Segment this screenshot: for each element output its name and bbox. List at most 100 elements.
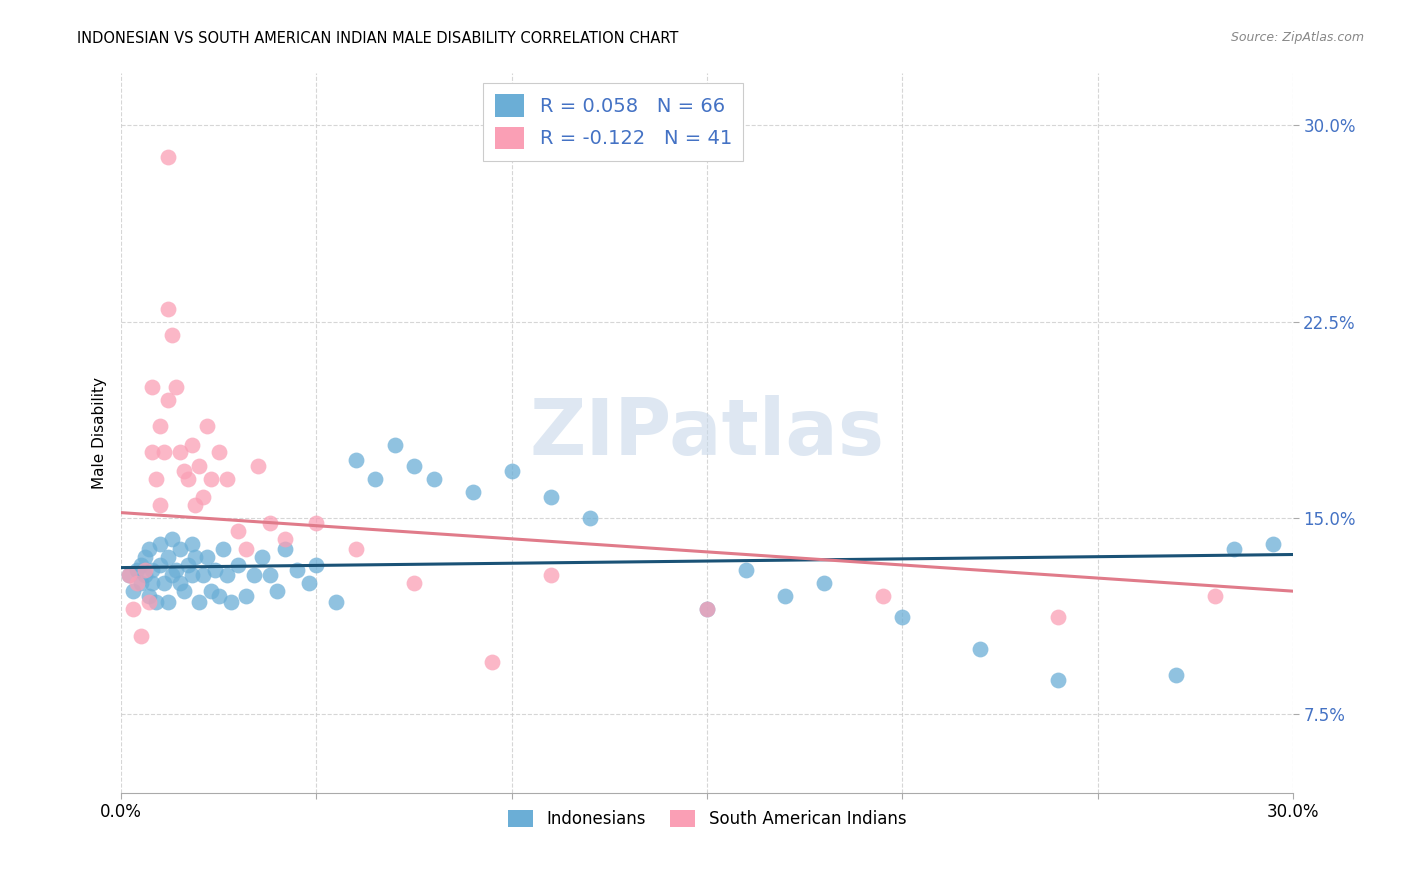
Point xyxy=(344,453,367,467)
Point xyxy=(211,542,233,557)
Point xyxy=(149,558,172,572)
Point xyxy=(579,511,602,525)
Point xyxy=(1047,610,1070,624)
Point xyxy=(160,532,183,546)
Point xyxy=(188,594,211,608)
Point xyxy=(195,419,218,434)
Point xyxy=(325,594,347,608)
Point xyxy=(173,464,195,478)
Point xyxy=(153,576,176,591)
Point xyxy=(169,576,191,591)
Point xyxy=(129,558,152,572)
Point xyxy=(215,568,238,582)
Point xyxy=(540,568,562,582)
Point xyxy=(184,498,207,512)
Text: Source: ZipAtlas.com: Source: ZipAtlas.com xyxy=(1230,31,1364,45)
Point xyxy=(208,445,231,459)
Point xyxy=(169,542,191,557)
Point xyxy=(173,584,195,599)
Point xyxy=(1047,673,1070,687)
Point xyxy=(735,563,758,577)
Point xyxy=(404,576,426,591)
Point xyxy=(125,563,148,577)
Point xyxy=(141,380,163,394)
Point xyxy=(176,472,198,486)
Point xyxy=(180,437,202,451)
Point xyxy=(204,563,226,577)
Point xyxy=(138,542,160,557)
Legend: Indonesians, South American Indians: Indonesians, South American Indians xyxy=(501,803,912,835)
Point xyxy=(696,602,718,616)
Point xyxy=(461,484,484,499)
Point xyxy=(696,602,718,616)
Point xyxy=(141,445,163,459)
Point xyxy=(195,550,218,565)
Point xyxy=(160,327,183,342)
Point xyxy=(243,568,266,582)
Point xyxy=(149,498,172,512)
Point xyxy=(122,584,145,599)
Point xyxy=(200,584,222,599)
Point xyxy=(422,472,444,486)
Text: INDONESIAN VS SOUTH AMERICAN INDIAN MALE DISABILITY CORRELATION CHART: INDONESIAN VS SOUTH AMERICAN INDIAN MALE… xyxy=(77,31,679,46)
Point xyxy=(188,458,211,473)
Point xyxy=(160,568,183,582)
Point xyxy=(157,393,180,408)
Point xyxy=(176,558,198,572)
Point xyxy=(891,610,914,624)
Point xyxy=(1263,537,1285,551)
Point xyxy=(266,584,288,599)
Point xyxy=(250,550,273,565)
Point xyxy=(193,568,215,582)
Point xyxy=(219,594,242,608)
Point xyxy=(228,524,250,538)
Point xyxy=(259,568,281,582)
Y-axis label: Male Disability: Male Disability xyxy=(93,376,107,489)
Point xyxy=(773,590,796,604)
Point xyxy=(404,458,426,473)
Point xyxy=(285,563,308,577)
Point xyxy=(1204,590,1226,604)
Point xyxy=(138,590,160,604)
Point xyxy=(157,301,180,316)
Point xyxy=(540,490,562,504)
Point xyxy=(145,594,167,608)
Point xyxy=(153,445,176,459)
Point xyxy=(259,516,281,530)
Point xyxy=(134,550,156,565)
Point xyxy=(149,537,172,551)
Point xyxy=(157,550,180,565)
Point xyxy=(501,464,523,478)
Point xyxy=(157,594,180,608)
Text: ZIPatlas: ZIPatlas xyxy=(530,395,884,471)
Point xyxy=(1164,668,1187,682)
Point xyxy=(872,590,894,604)
Point xyxy=(118,568,141,582)
Point xyxy=(165,563,187,577)
Point xyxy=(134,563,156,577)
Point xyxy=(149,419,172,434)
Point xyxy=(122,602,145,616)
Point xyxy=(344,542,367,557)
Point xyxy=(138,594,160,608)
Point xyxy=(969,641,991,656)
Point xyxy=(481,655,503,669)
Point xyxy=(235,542,257,557)
Point xyxy=(145,472,167,486)
Point xyxy=(125,576,148,591)
Point xyxy=(274,542,297,557)
Point xyxy=(141,563,163,577)
Point xyxy=(118,568,141,582)
Point xyxy=(305,516,328,530)
Point xyxy=(364,472,387,486)
Point xyxy=(129,629,152,643)
Point xyxy=(129,576,152,591)
Point xyxy=(208,590,231,604)
Point xyxy=(141,576,163,591)
Point xyxy=(298,576,321,591)
Point xyxy=(180,568,202,582)
Point xyxy=(134,568,156,582)
Point xyxy=(180,537,202,551)
Point xyxy=(215,472,238,486)
Point xyxy=(200,472,222,486)
